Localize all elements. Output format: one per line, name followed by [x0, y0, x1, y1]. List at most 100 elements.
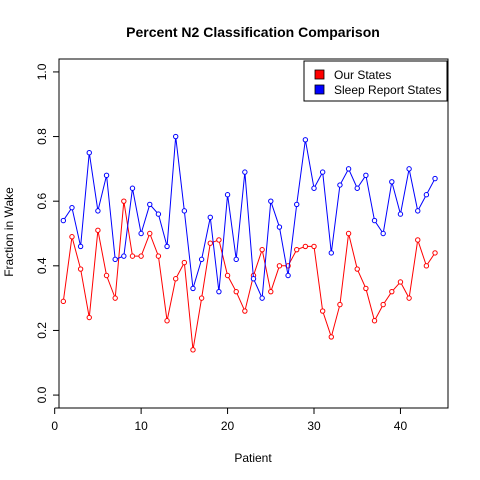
- legend-swatch-our-states: [314, 69, 325, 80]
- data-point: [354, 266, 360, 272]
- data-point: [285, 272, 291, 279]
- data-point: [371, 318, 378, 324]
- data-point: [69, 234, 75, 240]
- plot-frame: [58, 58, 449, 409]
- data-point: [147, 230, 153, 237]
- x-tick-label: 0: [51, 419, 58, 433]
- data-point: [224, 192, 231, 198]
- data-point: [276, 224, 283, 230]
- data-point: [77, 266, 84, 272]
- data-point: [397, 211, 404, 217]
- data-point: [311, 185, 317, 191]
- data-point: [328, 334, 334, 340]
- data-point: [129, 253, 136, 259]
- data-point: [311, 243, 317, 250]
- data-point: [60, 298, 67, 305]
- y-tick-label: 0.0: [35, 386, 49, 403]
- data-point: [207, 240, 213, 246]
- data-point: [319, 308, 326, 314]
- data-point: [216, 237, 222, 243]
- data-point: [181, 208, 188, 214]
- data-point: [380, 230, 386, 237]
- data-point: [103, 172, 110, 179]
- y-tick-label: 0.6: [35, 193, 49, 210]
- data-point: [60, 217, 67, 224]
- data-point: [190, 285, 196, 292]
- data-point: [77, 243, 84, 250]
- series-lines: [60, 133, 438, 353]
- data-point: [423, 192, 430, 198]
- y-tick-label: 0.2: [35, 322, 49, 339]
- data-point: [242, 169, 248, 175]
- series-line-1: [62, 136, 436, 301]
- data-point: [224, 272, 231, 279]
- data-point: [164, 243, 170, 250]
- x-tick-label: 40: [394, 419, 408, 433]
- data-point: [415, 208, 421, 214]
- data-point: [380, 301, 386, 308]
- data-point: [216, 288, 222, 295]
- x-tick-label: 20: [221, 419, 235, 433]
- data-point: [198, 295, 205, 301]
- x-tick-label: 30: [307, 419, 321, 433]
- data-point: [121, 198, 127, 204]
- data-point: [181, 259, 188, 266]
- data-point: [250, 276, 257, 282]
- data-point: [86, 314, 92, 321]
- legend-box: [303, 60, 448, 102]
- y-tick-label: 0.8: [35, 128, 49, 145]
- data-point: [337, 301, 343, 308]
- data-point: [207, 214, 213, 221]
- y-tick-label: 1.0: [35, 63, 49, 80]
- legend-swatch-sleep-report-states: [314, 84, 325, 95]
- data-point: [121, 253, 127, 259]
- data-point: [147, 201, 153, 208]
- data-point: [233, 256, 239, 263]
- data-point: [363, 172, 369, 179]
- data-point: [138, 230, 144, 237]
- data-point: [423, 263, 430, 269]
- series-line-0: [62, 201, 436, 350]
- data-point: [302, 137, 309, 143]
- y-axis-label: Fraction in Wake: [2, 187, 16, 277]
- data-point: [389, 288, 395, 295]
- data-point: [268, 198, 274, 204]
- data-point: [164, 318, 170, 324]
- data-point: [103, 272, 110, 279]
- data-point: [112, 256, 118, 263]
- data-point: [319, 169, 326, 175]
- legend-label-our-states: Our States: [334, 68, 391, 82]
- data-point: [190, 347, 196, 353]
- data-point: [138, 253, 144, 259]
- data-point: [173, 133, 179, 140]
- data-point: [302, 243, 309, 250]
- x-axis-label: Patient: [234, 451, 272, 465]
- data-point: [432, 175, 438, 182]
- data-point: [294, 246, 300, 253]
- data-point: [198, 256, 205, 263]
- data-point: [397, 279, 404, 285]
- y-tick-label: 0.4: [35, 257, 49, 274]
- data-point: [276, 263, 283, 269]
- data-point: [259, 295, 265, 301]
- data-point: [363, 285, 369, 292]
- data-point: [86, 150, 92, 156]
- data-point: [432, 250, 438, 256]
- data-point: [155, 211, 162, 217]
- data-point: [345, 230, 352, 237]
- axes: 0 10 20 30 40 0.0 0.2 0.4 0.6 0.8 1.0: [35, 63, 407, 433]
- x-tick-label: 10: [134, 419, 148, 433]
- data-point: [337, 182, 343, 188]
- data-point: [155, 253, 162, 259]
- data-point: [389, 179, 395, 185]
- data-point: [173, 276, 179, 282]
- data-point: [268, 288, 274, 295]
- data-point: [95, 208, 101, 214]
- data-point: [259, 246, 265, 253]
- data-point: [345, 166, 352, 172]
- data-point: [112, 295, 118, 301]
- data-point: [242, 308, 248, 314]
- legend-label-sleep-report-states: Sleep Report States: [334, 83, 441, 97]
- data-point: [95, 227, 101, 233]
